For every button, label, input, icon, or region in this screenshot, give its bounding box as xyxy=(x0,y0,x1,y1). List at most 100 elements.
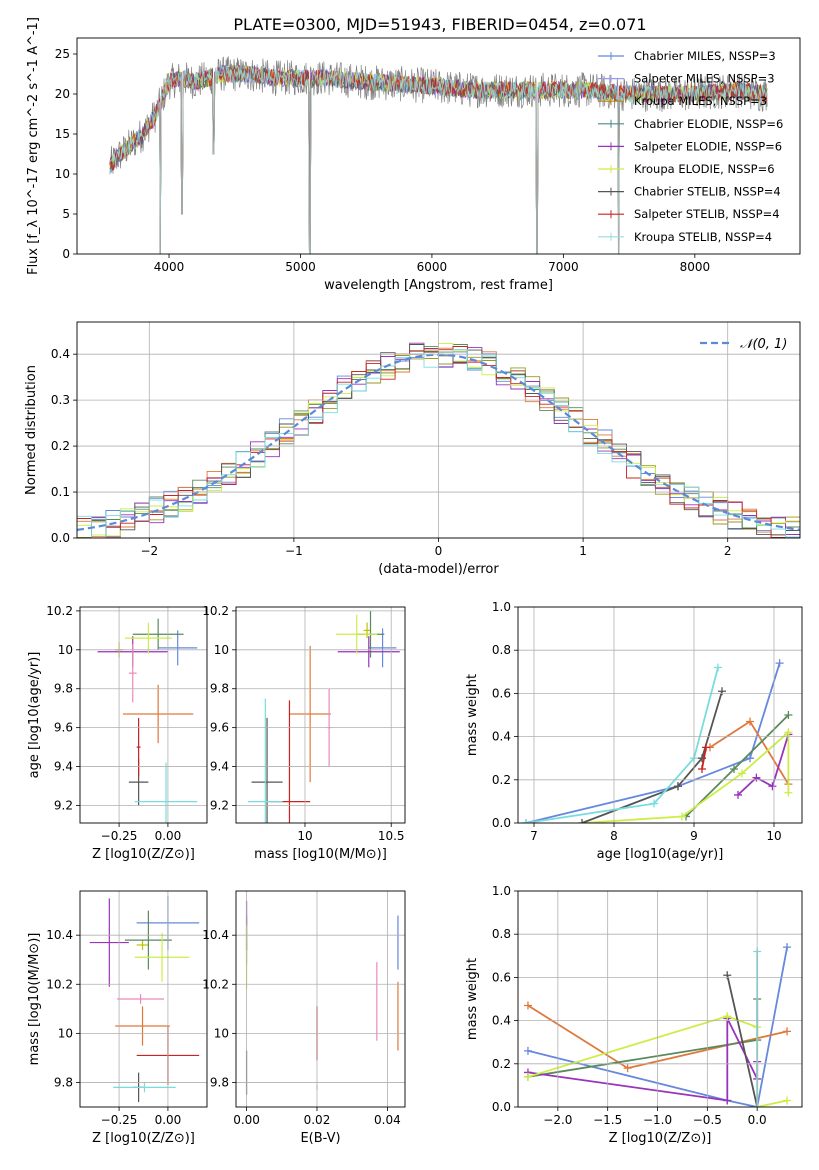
axes-weight_vs_Z: −2.0 −1.5 −1.0 −0.5 0.0 0.0 0.2 0.4 0.6 0.8 1.0 Z [… xyxy=(465,884,803,1146)
x-tick-label: 0.00 xyxy=(233,1113,260,1127)
x-tick-label: 6000 xyxy=(417,260,448,274)
y-tick-label: 9.6 xyxy=(54,721,73,735)
legend-label: Salpeter MILES, NSSP=3 xyxy=(634,72,775,86)
weight-series-line xyxy=(581,690,723,823)
y-axis-label: mass weight xyxy=(465,674,480,756)
error-bar-point xyxy=(248,698,283,823)
weight-point-marker xyxy=(714,663,722,672)
x-tick-label: 9 xyxy=(690,829,698,843)
plot-area-age_vs_mass xyxy=(248,610,400,823)
error-bar-point xyxy=(122,684,194,744)
plot-area-spectrum xyxy=(109,56,768,254)
x-tick-label: −2.0 xyxy=(543,1113,572,1127)
y-tick-label: 5 xyxy=(62,207,70,221)
y-tick-label: 0.1 xyxy=(51,485,70,499)
weight-series-line xyxy=(525,662,781,823)
weight-point-marker xyxy=(523,1046,532,1055)
x-tick-label: 0.00 xyxy=(155,1113,182,1127)
y-tick-label: 0.2 xyxy=(492,1057,511,1071)
plot-area-mass_vs_ebv xyxy=(245,900,399,1095)
y-tick-label: 0.6 xyxy=(492,970,511,984)
weight-point-marker xyxy=(523,1072,532,1081)
x-axis-label: mass [log10(M/M⊙)] xyxy=(254,847,387,862)
error-bar-point xyxy=(128,643,137,703)
axes-frame xyxy=(76,321,801,539)
weight-point-marker xyxy=(718,687,726,696)
y-tick-label: 0.3 xyxy=(51,393,70,407)
weight-point-marker xyxy=(768,782,777,791)
figure-title: PLATE=0300, MJD=51943, FIBERID=0454, z=0… xyxy=(233,15,646,34)
weight-point-marker xyxy=(783,943,792,952)
y-tick-label: 9.4 xyxy=(54,760,73,774)
weight-point-marker xyxy=(678,812,686,821)
weight-point-marker xyxy=(784,728,793,737)
axes-frame xyxy=(517,890,803,1108)
spectrum-line xyxy=(109,65,768,254)
weight-point-marker xyxy=(775,659,784,668)
x-axis-label: E(B-V) xyxy=(300,1131,340,1146)
x-axis-label: Z [log10(Z/Z⊙)] xyxy=(609,1131,712,1146)
y-tick-label: 1.0 xyxy=(492,600,511,614)
weight-series-line xyxy=(737,734,790,796)
legend-label: Salpeter STELIB, NSSP=4 xyxy=(634,207,780,221)
x-tick-label: 0.04 xyxy=(374,1113,401,1127)
weight-point-marker xyxy=(698,765,706,773)
legend-label: Chabrier ELODIE, NSSP=6 xyxy=(634,117,783,131)
axes-weight_vs_age: 7 8 9 10 0.0 0.2 0.4 0.6 0.8 1.0 age [log10(age/yr… xyxy=(465,600,803,862)
error-bar-point xyxy=(89,898,129,987)
weight-point-marker xyxy=(783,1096,792,1105)
weight-point-marker xyxy=(784,788,793,797)
y-tick-label: 9.2 xyxy=(54,798,73,812)
error-bar-point xyxy=(117,994,165,1004)
y-tick-label: 10.4 xyxy=(46,928,73,942)
y-axis-label: mass [log10(M/M⊙)] xyxy=(27,933,42,1066)
y-tick-label: 0.2 xyxy=(51,439,70,453)
legend-label: Kroupa STELIB, NSSP=4 xyxy=(634,230,772,244)
x-axis-label: age [log10(age/yr)] xyxy=(597,847,724,862)
error-bar-point xyxy=(289,645,331,783)
weight-series-line xyxy=(726,975,759,1107)
weight-point-marker xyxy=(650,799,658,808)
y-tick-label: 10 xyxy=(214,643,229,657)
y-tick-label: 0.2 xyxy=(492,773,511,787)
weight-point-marker xyxy=(523,1001,532,1010)
weight-point-marker xyxy=(752,773,761,782)
x-tick-label: 0.0 xyxy=(748,1113,767,1127)
x-tick-label: −0.5 xyxy=(693,1113,722,1127)
error-bar-point xyxy=(368,628,397,668)
y-tick-label: 0.4 xyxy=(492,1014,511,1028)
axes-frame xyxy=(79,890,208,1108)
x-tick-label: 10 xyxy=(766,829,781,843)
y-axis-label: Normed distribution xyxy=(24,365,39,495)
weight-point-marker xyxy=(674,782,682,791)
axes-mass_vs_Z: −0.25 0.00 9.8 10 10.2 10.4 Z [log10(Z/Z⊙)] mas… xyxy=(27,890,208,1146)
error-bar-point xyxy=(134,762,198,823)
legend-label: Chabrier STELIB, NSSP=4 xyxy=(634,185,781,199)
x-tick-label: 0 xyxy=(435,544,443,558)
x-axis-label: (data-model)/error xyxy=(378,562,499,577)
x-tick-label: 8 xyxy=(610,829,618,843)
y-tick-label: 0.4 xyxy=(492,730,511,744)
legend-label: 𝒩(0, 1) xyxy=(740,337,787,352)
legend-label: Kroupa ELODIE, NSSP=6 xyxy=(634,162,775,176)
y-tick-label: 0.8 xyxy=(492,643,511,657)
x-tick-label: 0.00 xyxy=(155,829,182,843)
y-tick-label: 10.2 xyxy=(202,604,229,618)
x-tick-label: 0.02 xyxy=(304,1113,331,1127)
error-bar-point xyxy=(134,932,190,982)
y-tick-label: 0.6 xyxy=(492,686,511,700)
error-bar-point xyxy=(363,622,371,639)
y-axis-label: mass weight xyxy=(465,958,480,1040)
y-tick-label: 10.2 xyxy=(202,977,229,991)
error-bar-point xyxy=(136,940,149,950)
axes-frame xyxy=(235,890,406,1108)
weight-series-line xyxy=(525,667,719,823)
x-axis-label: wavelength [Angstrom, rest frame] xyxy=(324,278,553,293)
y-tick-label: 10 xyxy=(58,643,73,657)
weight-point-marker xyxy=(522,819,530,823)
x-tick-label: −0.25 xyxy=(101,829,138,843)
y-axis-label: Flux [f_λ 10^-17 erg cm^-2 s^-1 A^-1] xyxy=(26,17,41,275)
y-tick-label: 0.0 xyxy=(492,1100,511,1114)
axes-frame xyxy=(76,37,801,255)
